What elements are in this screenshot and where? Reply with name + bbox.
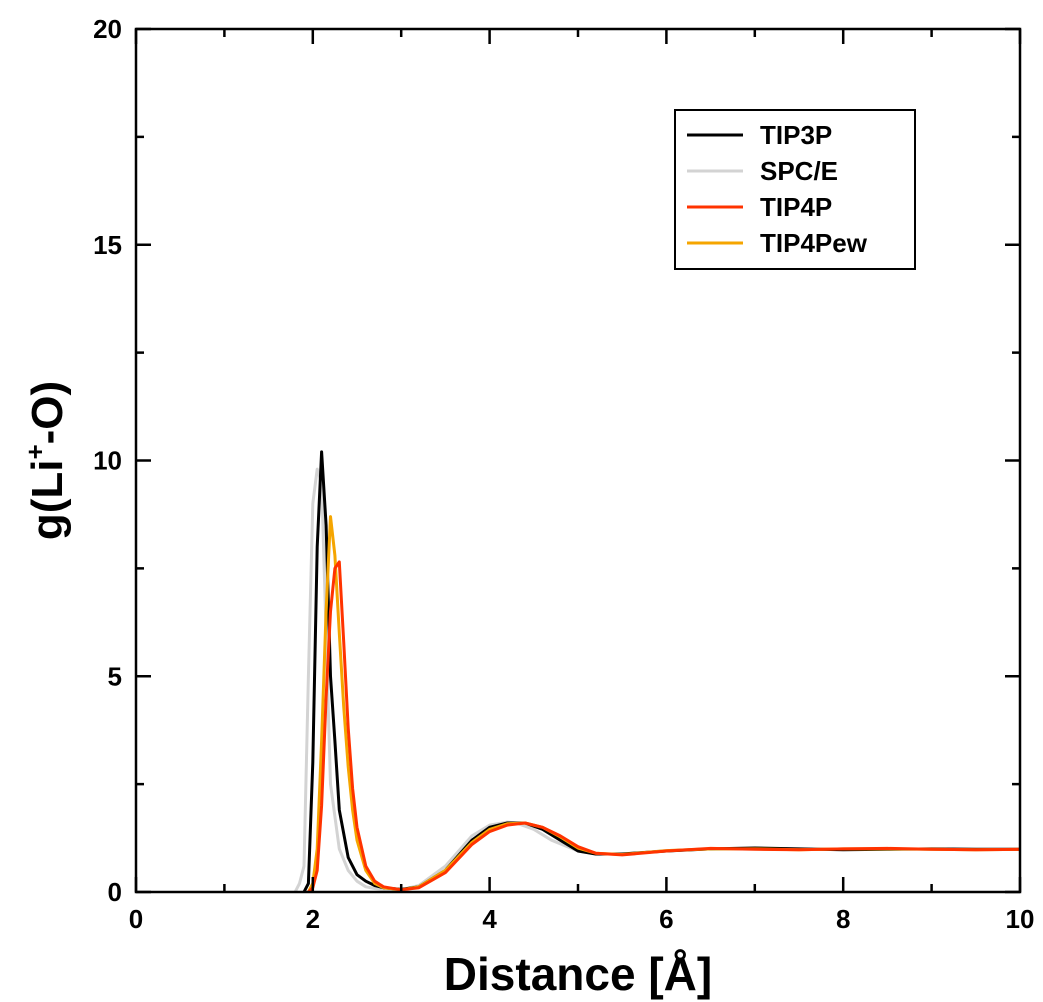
y-tick-label: 15 xyxy=(93,230,122,260)
series-line-tip4p xyxy=(307,560,1021,894)
y-axis-title-superscript: + xyxy=(20,444,50,459)
legend-label: SPC/E xyxy=(760,156,838,186)
x-tick-label: 6 xyxy=(659,904,673,934)
y-tick-label: 20 xyxy=(93,14,122,44)
series-layer xyxy=(293,450,1021,894)
series-line-tip3p xyxy=(302,450,1020,893)
y-tick-label: 10 xyxy=(93,446,122,476)
legend-label: TIP4Pew xyxy=(760,228,868,258)
y-axis-title-suffix: -O) xyxy=(23,381,72,445)
y-tick-label: 5 xyxy=(108,661,122,691)
x-axis-title: Distance [Å] xyxy=(444,948,712,1000)
legend-label: TIP3P xyxy=(760,120,832,150)
x-tick-label: 0 xyxy=(129,904,143,934)
series-line-tip4pew xyxy=(307,515,1021,893)
tick-labels: 0 2 4 6 8 10 0 5 10 15 20 xyxy=(93,14,1034,934)
y-axis-title-prefix: g(Li xyxy=(23,460,72,541)
legend: TIP3P SPC/E TIP4P TIP4Pew xyxy=(674,109,916,270)
x-tick-label: 4 xyxy=(482,904,497,934)
legend-label: TIP4P xyxy=(760,192,832,222)
series-line-spc-e xyxy=(293,467,1021,893)
x-tick-label: 8 xyxy=(836,904,850,934)
legend-items: TIP3P SPC/E TIP4P TIP4Pew xyxy=(687,120,868,258)
ticks-layer xyxy=(134,27,1022,894)
y-tick-label: 0 xyxy=(108,877,122,907)
y-axis-title: g(Li+-O) xyxy=(20,381,72,540)
x-tick-label: 10 xyxy=(1006,904,1035,934)
x-tick-label: 2 xyxy=(306,904,320,934)
